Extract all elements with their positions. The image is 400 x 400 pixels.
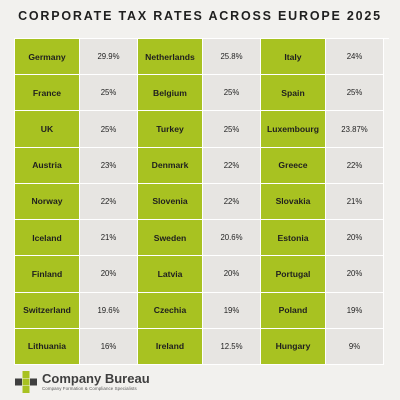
- country-cell: Luxembourg: [261, 111, 326, 148]
- country-cell: Netherlands: [138, 39, 203, 76]
- country-cell: Germany: [15, 39, 80, 76]
- country-cell: Finland: [15, 256, 80, 293]
- country-cell: Iceland: [15, 220, 80, 257]
- country-cell: Poland: [261, 292, 326, 329]
- rate-cell: 25%: [203, 75, 261, 112]
- rate-cell: 19%: [326, 292, 384, 329]
- rate-cell: 25%: [326, 75, 384, 112]
- rate-cell: 16%: [80, 328, 138, 365]
- rate-cell: 20%: [326, 220, 384, 257]
- rate-cell: 22%: [326, 147, 384, 184]
- country-cell: Belgium: [138, 75, 203, 112]
- country-cell: Norway: [15, 183, 80, 221]
- rate-cell: 19%: [203, 292, 261, 329]
- page-title: CORPORATE TAX RATES ACROSS EUROPE 2025: [18, 9, 382, 23]
- rate-cell: 23%: [80, 147, 138, 184]
- rate-cell: 23.87%: [326, 111, 384, 148]
- rate-cell: 22%: [203, 147, 261, 184]
- country-cell: Czechia: [138, 292, 203, 329]
- rate-cell: 19.6%: [80, 292, 138, 329]
- rate-cell: 29.9%: [80, 39, 138, 76]
- country-cell: UK: [15, 111, 80, 148]
- country-cell: Slovakia: [261, 183, 326, 221]
- rate-cell: 21%: [326, 183, 384, 221]
- country-cell: Estonia: [261, 220, 326, 257]
- rate-cell: 25%: [80, 111, 138, 148]
- brand-name: Company Bureau: [42, 371, 150, 386]
- country-cell: France: [15, 75, 80, 112]
- rate-cell: 9%: [326, 328, 384, 365]
- country-cell: Latvia: [138, 256, 203, 293]
- country-cell: Turkey: [138, 111, 203, 148]
- company-logo: Company Bureau Company Formation & Compl…: [14, 369, 150, 395]
- country-cell: Spain: [261, 75, 326, 112]
- country-cell: Ireland: [138, 328, 203, 365]
- rate-cell: 20.6%: [203, 220, 261, 257]
- rate-cell: 20%: [326, 256, 384, 293]
- rate-cell: 22%: [80, 183, 138, 221]
- rate-cell: 25%: [80, 75, 138, 112]
- country-cell: Slovenia: [138, 183, 203, 221]
- country-cell: Sweden: [138, 220, 203, 257]
- rate-cell: 24%: [326, 39, 384, 76]
- country-cell: Hungary: [261, 328, 326, 365]
- brand-tagline: Company Formation & Compliance Specialis…: [42, 386, 137, 391]
- country-cell: Greece: [261, 147, 326, 184]
- country-cell: Italy: [261, 39, 326, 76]
- country-cell: Lithuania: [15, 328, 80, 365]
- rate-cell: 20%: [80, 256, 138, 293]
- rate-cell: 20%: [203, 256, 261, 293]
- rate-cell: 25%: [203, 111, 261, 148]
- rate-cell: 25.8%: [203, 39, 261, 76]
- rate-cell: 12.5%: [203, 328, 261, 365]
- cross-logo-icon: [15, 371, 37, 393]
- country-cell: Switzerland: [15, 292, 80, 329]
- country-cell: Portugal: [261, 256, 326, 293]
- country-cell: Denmark: [138, 147, 203, 184]
- rate-cell: 22%: [203, 183, 261, 221]
- country-cell: Austria: [15, 147, 80, 184]
- tax-rate-table: Germany 29.9% Netherlands 25.8% Italy 24…: [14, 38, 389, 365]
- rate-cell: 21%: [80, 220, 138, 257]
